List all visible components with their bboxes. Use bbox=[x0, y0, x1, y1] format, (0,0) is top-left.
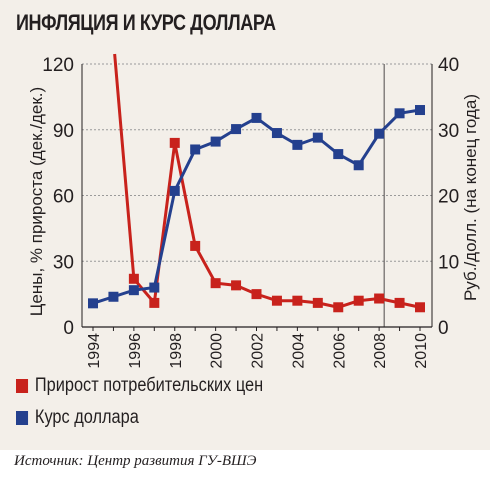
x-tick-label: 1996 bbox=[127, 333, 144, 369]
x-tick-label: 2008 bbox=[372, 333, 389, 369]
x-tick-label: 2010 bbox=[413, 333, 430, 369]
series-line-usd bbox=[92, 108, 421, 305]
x-tick-label: 1998 bbox=[168, 333, 185, 369]
point-usd bbox=[292, 139, 303, 150]
legend-label-inflation: Прирост потребительских цен bbox=[34, 375, 264, 396]
chart-panel: ИНФЛЯЦИЯ И КУРС ДОЛЛАРА 0 30 60 90 120 0 10 20 3… bbox=[0, 0, 490, 450]
point-usd bbox=[108, 291, 119, 302]
point-usd bbox=[333, 149, 344, 160]
x-tick-label: 2004 bbox=[290, 333, 307, 369]
y-tick-label-left: 120 bbox=[42, 55, 74, 76]
point-inflation bbox=[190, 240, 201, 251]
point-inflation bbox=[353, 295, 364, 306]
point-usd bbox=[210, 136, 221, 147]
point-usd bbox=[128, 285, 139, 296]
chart-title: ИНФЛЯЦИЯ И КУРС ДОЛЛАРА bbox=[16, 10, 276, 35]
legend-label-usd: Курс доллара bbox=[34, 407, 139, 428]
point-inflation bbox=[231, 280, 242, 291]
y-tick-label-right: 30 bbox=[438, 121, 459, 142]
x-tick-label: 2006 bbox=[331, 333, 348, 369]
point-usd bbox=[149, 282, 160, 293]
y-tick-label-left: 30 bbox=[53, 252, 74, 273]
source-note: Источник: Центр развития ГУ-ВШЭ bbox=[14, 453, 257, 469]
y-tick-label-left: 60 bbox=[53, 187, 74, 208]
point-usd bbox=[312, 132, 323, 143]
point-inflation bbox=[415, 302, 425, 313]
point-usd bbox=[190, 144, 201, 155]
y-tick-label-right: 40 bbox=[438, 55, 459, 76]
point-usd bbox=[231, 124, 242, 135]
point-usd bbox=[88, 298, 98, 309]
series-line-inflation bbox=[113, 53, 421, 309]
y-tick-label-right: 10 bbox=[438, 252, 459, 273]
point-inflation bbox=[149, 297, 160, 308]
point-inflation bbox=[251, 289, 262, 300]
point-usd bbox=[251, 112, 262, 123]
x-tick-label: 1994 bbox=[86, 333, 103, 369]
point-usd bbox=[415, 105, 425, 116]
point-usd bbox=[394, 108, 405, 119]
x-tick-label: 2000 bbox=[209, 333, 226, 369]
point-inflation bbox=[271, 295, 282, 306]
point-usd bbox=[374, 128, 385, 139]
y-tick-label-left: 90 bbox=[53, 121, 74, 142]
legend-swatch-usd bbox=[16, 411, 29, 425]
y-axis-title-right: Руб./долл. (на конец года) bbox=[461, 94, 480, 301]
legend-item-inflation: Прирост потребительских цен bbox=[16, 374, 263, 398]
point-usd bbox=[353, 160, 364, 171]
chart-svg: 0 30 60 90 120 0 10 20 30 40 1994 1996 1998 2000 2002 2… bbox=[27, 53, 480, 369]
x-tick-label: 2002 bbox=[250, 333, 267, 369]
y-tick-label-right: 20 bbox=[438, 187, 459, 208]
point-inflation bbox=[169, 137, 180, 148]
point-usd bbox=[271, 128, 282, 139]
point-usd bbox=[169, 185, 180, 196]
point-inflation bbox=[394, 297, 405, 308]
y-axis-title-left: Цены, % прироста (дек./дек.) bbox=[27, 87, 46, 316]
point-inflation bbox=[210, 278, 221, 289]
legend-item-usd: Курс доллара bbox=[16, 406, 139, 430]
point-inflation bbox=[128, 273, 139, 284]
y-tick-label-right: 0 bbox=[438, 318, 449, 339]
point-inflation bbox=[312, 297, 323, 308]
y-tick-label-left: 0 bbox=[63, 318, 74, 339]
legend-swatch-inflation bbox=[16, 379, 29, 393]
point-inflation bbox=[333, 302, 344, 313]
point-inflation bbox=[374, 293, 385, 304]
point-inflation bbox=[292, 295, 303, 306]
